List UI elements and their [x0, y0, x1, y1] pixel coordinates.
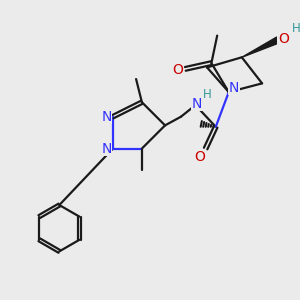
- Text: O: O: [172, 63, 183, 77]
- Text: H: H: [203, 88, 212, 100]
- Text: O: O: [194, 150, 205, 164]
- Text: N: N: [101, 142, 112, 156]
- Text: O: O: [278, 32, 289, 46]
- Text: N: N: [192, 97, 202, 111]
- Text: N: N: [229, 81, 239, 95]
- Text: H: H: [292, 22, 300, 35]
- Text: N: N: [101, 110, 112, 124]
- Polygon shape: [242, 37, 279, 57]
